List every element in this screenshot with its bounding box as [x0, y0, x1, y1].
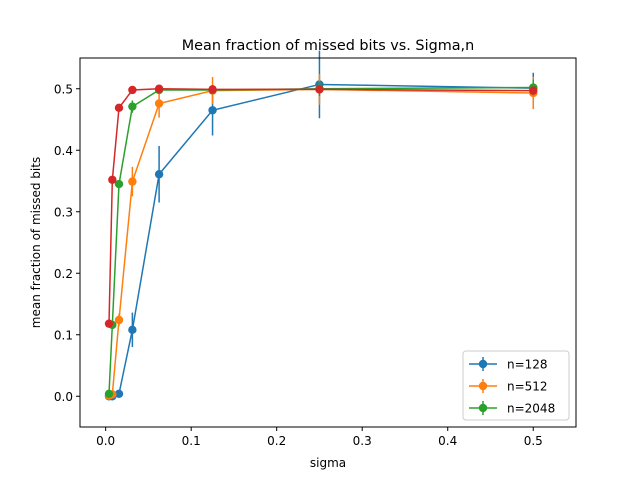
data-point	[529, 86, 538, 95]
data-point	[114, 389, 124, 398]
data-point	[128, 85, 137, 95]
series-series-4	[104, 84, 538, 328]
data-point	[104, 319, 114, 328]
data-point	[104, 389, 114, 398]
x-axis-label: sigma	[310, 456, 346, 470]
y-axis-label: mean fraction of missed bits	[29, 157, 43, 328]
legend-label: n=512	[507, 380, 548, 394]
data-point	[315, 85, 324, 94]
data-point	[154, 84, 164, 93]
legend-marker	[478, 359, 488, 369]
data-point	[114, 179, 124, 189]
x-tick-label: 0.5	[524, 434, 543, 448]
series-layer	[104, 50, 538, 401]
x-tick-label: 0.0	[96, 434, 115, 448]
x-tick-label: 0.3	[353, 434, 372, 448]
data-point	[154, 99, 164, 108]
chart-title: Mean fraction of missed bits vs. Sigma,n	[182, 38, 474, 54]
x-tick-label: 0.4	[438, 434, 457, 448]
legend-marker	[478, 381, 488, 391]
data-point	[114, 103, 124, 113]
series-line	[108, 87, 534, 324]
y-tick-label: 0.0	[54, 390, 73, 404]
legend-item: n=128	[469, 357, 548, 372]
data-point	[208, 85, 217, 94]
data-point	[114, 315, 124, 325]
data-point	[108, 175, 117, 184]
data-point	[128, 177, 137, 186]
y-tick-label: 0.1	[54, 328, 73, 342]
y-tick-label: 0.3	[54, 205, 73, 219]
axes-frame	[79, 57, 577, 428]
data-point	[128, 102, 137, 111]
legend-label: n=2048	[507, 402, 555, 416]
ticks: 0.0 0.1 0.2 0.3 0.4 0.5 0.0 0.1 0.2 0.3 0.4 0.5	[54, 82, 543, 448]
legend-box	[462, 350, 570, 421]
legend-item: n=2048	[469, 401, 555, 416]
data-point	[128, 325, 137, 335]
x-tick-label: 0.1	[182, 434, 201, 448]
legend-item: n=512	[469, 379, 548, 394]
data-point	[154, 170, 164, 179]
y-tick-label: 0.5	[54, 82, 73, 96]
y-tick-label: 0.2	[54, 267, 73, 281]
legend-marker	[478, 403, 488, 413]
legend-label: n=128	[507, 358, 548, 372]
y-tick-label: 0.4	[54, 144, 73, 158]
x-tick-label: 0.2	[267, 434, 286, 448]
data-point	[208, 106, 217, 115]
plot-area	[104, 50, 538, 401]
legend: n=128 n=512 n=2048	[462, 350, 570, 421]
